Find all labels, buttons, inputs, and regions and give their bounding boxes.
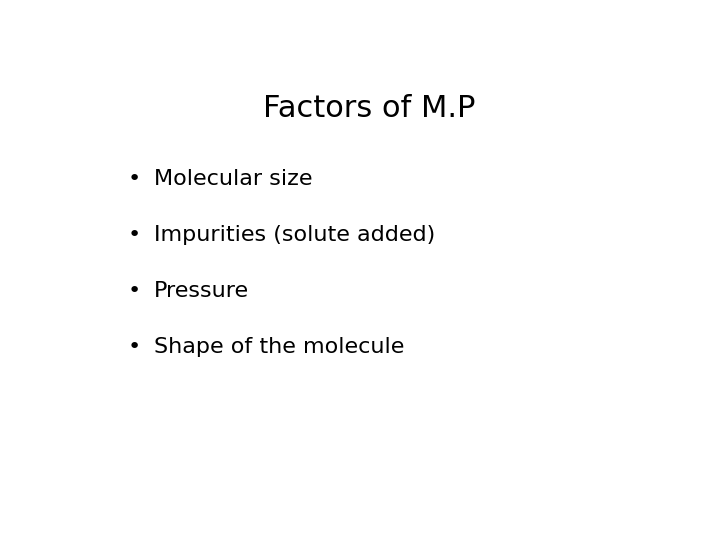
Text: Factors of M.P: Factors of M.P bbox=[263, 94, 475, 123]
Text: •: • bbox=[128, 281, 141, 301]
Text: •: • bbox=[128, 225, 141, 245]
Text: •: • bbox=[128, 337, 141, 357]
Text: Pressure: Pressure bbox=[154, 281, 249, 301]
Text: Molecular size: Molecular size bbox=[154, 168, 312, 189]
Text: Shape of the molecule: Shape of the molecule bbox=[154, 337, 405, 357]
Text: •: • bbox=[128, 168, 141, 189]
Text: Impurities (solute added): Impurities (solute added) bbox=[154, 225, 436, 245]
